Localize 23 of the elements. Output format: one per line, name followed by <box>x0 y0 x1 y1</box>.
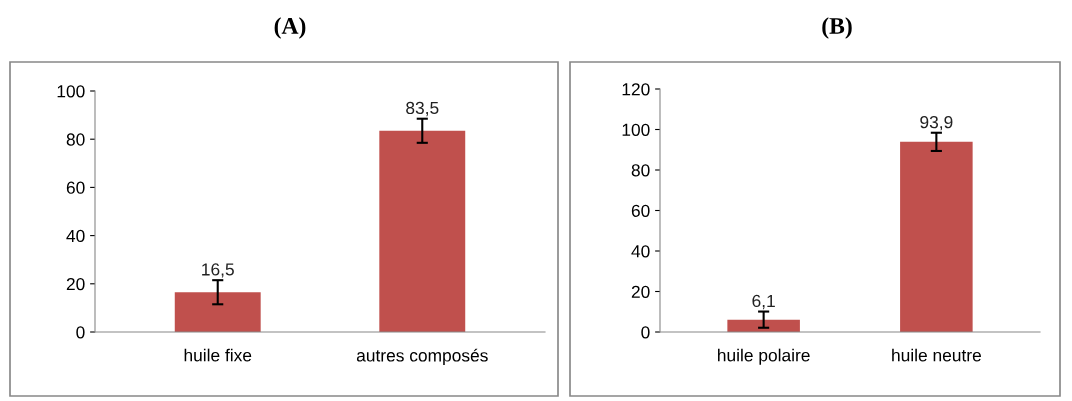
y-tick-label: 0 <box>76 326 85 339</box>
y-tick-label: 100 <box>622 123 650 136</box>
data-label: 6,1 <box>752 294 775 310</box>
chart-title: (B) <box>822 17 852 39</box>
y-tick-label: 20 <box>66 277 85 291</box>
y-tick-label: 100 <box>57 85 85 98</box>
x-tick-label: huile polaire <box>718 348 810 365</box>
data-label: 83,5 <box>406 101 439 117</box>
y-tick-label: 40 <box>66 229 85 243</box>
y-tick-label: 120 <box>622 83 650 96</box>
y-tick-label: 80 <box>66 133 85 146</box>
y-tick-label: 20 <box>631 285 650 298</box>
x-tick-label: autres composés <box>356 348 488 366</box>
x-tick-label: huile fixe <box>184 348 252 362</box>
data-label: 93,9 <box>920 116 953 131</box>
x-tick-label: huile neutre <box>892 348 981 362</box>
chart-title: (A) <box>274 17 306 39</box>
y-tick-label: 60 <box>66 181 85 194</box>
y-tick-label: 0 <box>641 326 650 339</box>
y-tick-label: 60 <box>631 204 650 217</box>
y-tick-label: 80 <box>631 164 650 177</box>
y-tick-label: 40 <box>631 245 650 258</box>
data-label: 16,5 <box>202 263 234 278</box>
